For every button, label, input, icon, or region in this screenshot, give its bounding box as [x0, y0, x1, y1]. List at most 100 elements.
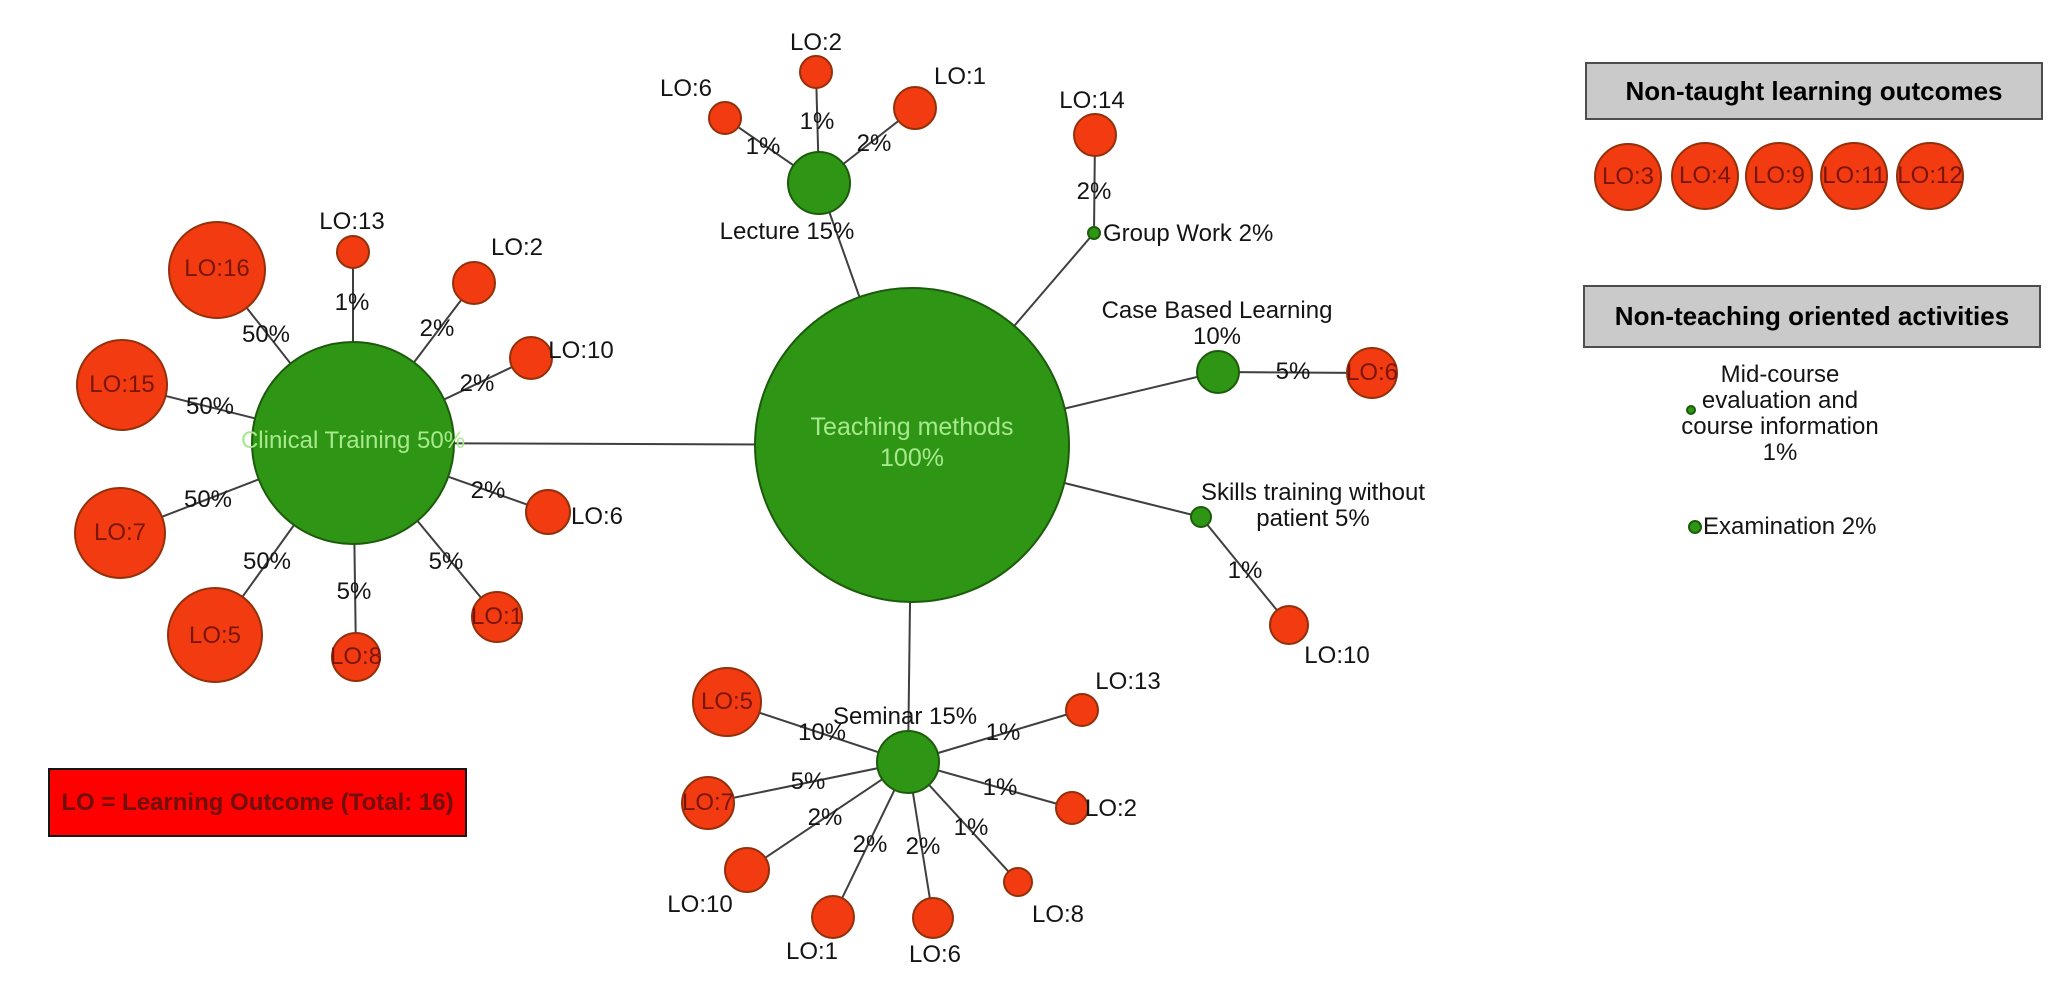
node-skills-training: [1190, 506, 1212, 528]
lo-label-seminar-1: LO:1: [785, 938, 839, 965]
edge-skills-lo10: [1200, 516, 1290, 626]
lo-note-box: LO = Learning Outcome (Total: 16): [48, 768, 467, 837]
edge-pct-seminar-lo7: 5%: [790, 768, 826, 795]
lo-node-clinical-2: [452, 261, 496, 305]
edge-pct-seminar-lo8: 1%: [953, 814, 989, 841]
edge-pct-seminar-lo2: 1%: [982, 774, 1018, 801]
lo-node-legend-9: [1745, 142, 1813, 210]
node-case-based-learning: [1196, 350, 1240, 394]
mid-course-label-line4: 1%: [1762, 439, 1798, 466]
lo-label-clinical-13: LO:13: [319, 208, 385, 235]
edge-seminar-lo7: [707, 761, 909, 804]
lo-node-clinical-8: [331, 632, 381, 682]
examination-label: Examination 2%: [1703, 513, 1877, 540]
teaching-methods-label-line2: 100%: [880, 444, 944, 472]
lo-label-seminar-2: LO:2: [1084, 795, 1138, 822]
lo-node-seminar-2: [1055, 791, 1089, 825]
lo-label-seminar-13: LO:13: [1095, 668, 1161, 695]
edge-pct-lecture-lo6: 1%: [745, 133, 781, 160]
lo-label-seminar-5: LO:5: [700, 688, 754, 715]
lo-node-legend-4: [1671, 142, 1739, 210]
edge-pct-clinical-lo10: 2%: [459, 370, 495, 397]
skills-training-label-line2: patient 5%: [1256, 505, 1370, 532]
lo-label-cbl-6: LO:6: [1345, 359, 1399, 386]
skills-training-label-line1: Skills training without: [1200, 479, 1426, 506]
edge-pct-clinical-lo2: 2%: [419, 315, 455, 342]
non-taught-panel-title: Non-taught learning outcomes: [1625, 75, 2003, 106]
lo-node-legend-12: [1896, 142, 1964, 210]
lo-label-legend-12: LO:12: [1897, 162, 1963, 189]
lo-label-clinical-16: LO:16: [184, 255, 250, 282]
mid-course-label-line3: course information: [1681, 413, 1879, 440]
lo-label-lecture-6: LO:6: [659, 75, 713, 102]
lo-node-clinical-16: [168, 221, 266, 319]
lo-node-seminar-1: [811, 895, 855, 939]
edge-pct-seminar-lo13: 1%: [985, 719, 1021, 746]
lo-node-seminar-10: [724, 847, 770, 893]
lo-label-clinical-5: LO:5: [188, 622, 242, 649]
edge-pct-clinical-lo8: 5%: [336, 578, 372, 605]
edge-pct-skills-lo10: 1%: [1227, 557, 1263, 584]
lo-node-clinical-10: [509, 336, 553, 380]
lo-node-groupwork-14: [1073, 113, 1117, 157]
lo-label-clinical-6: LO:6: [570, 503, 624, 530]
non-teaching-panel: Non-teaching oriented activities: [1583, 285, 2041, 348]
lo-node-seminar-8: [1003, 867, 1033, 897]
edge-pct-clinical-lo13: 1%: [334, 289, 370, 316]
lo-node-legend-3: [1594, 143, 1662, 211]
lo-label-lecture-2: LO:2: [789, 29, 843, 56]
lo-node-seminar-13: [1065, 693, 1099, 727]
edge-pct-seminar-lo5: 10%: [797, 719, 847, 746]
lo-label-clinical-10: LO:10: [548, 337, 614, 364]
lo-node-lecture-1: [893, 86, 937, 130]
lo-label-skills-10: LO:10: [1304, 642, 1370, 669]
lo-node-clinical-13: [336, 235, 370, 269]
case-based-learning-label-line1: Case Based Learning: [1101, 297, 1333, 324]
lo-label-legend-4: LO:4: [1678, 162, 1732, 189]
lo-label-clinical-7: LO:7: [93, 519, 147, 546]
lo-note-text: LO = Learning Outcome (Total: 16): [61, 788, 454, 816]
lo-node-clinical-1: [471, 591, 523, 643]
lo-node-seminar-6: [912, 897, 954, 939]
lo-node-clinical-15: [76, 339, 168, 431]
lo-label-seminar-6: LO:6: [908, 941, 962, 968]
lo-label-legend-11: LO:11: [1822, 162, 1886, 189]
edge-pct-clinical-lo15: 50%: [185, 393, 235, 420]
lo-label-seminar-7: LO:7: [681, 789, 735, 816]
lo-node-seminar-7: [681, 776, 735, 830]
seminar-label: Seminar 15%: [832, 703, 978, 730]
lo-label-seminar-10: LO:10: [667, 891, 733, 918]
non-taught-panel: Non-taught learning outcomes: [1585, 62, 2043, 120]
edge-pct-clinical-lo6: 2%: [470, 477, 506, 504]
lo-node-cbl-6: [1346, 347, 1398, 399]
lo-label-clinical-8: LO:8: [329, 643, 383, 670]
lo-node-clinical-7: [74, 487, 166, 579]
edge-pct-cbl-lo6: 5%: [1275, 358, 1311, 385]
skills-training-label: Skills training without patient 5%: [1201, 480, 1425, 532]
case-based-learning-label: Case Based Learning 10%: [1102, 298, 1333, 350]
lo-node-skills-10: [1269, 605, 1309, 645]
node-seminar: [876, 730, 940, 794]
edge-pct-groupwork-lo14: 2%: [1076, 178, 1112, 205]
edge-pct-seminar-lo6: 2%: [905, 833, 941, 860]
lo-label-clinical-1: LO:1: [470, 603, 524, 630]
edge-pct-clinical-lo1: 5%: [428, 548, 464, 575]
lo-label-clinical-15: LO:15: [89, 371, 155, 398]
lo-label-legend-3: LO:3: [1601, 163, 1655, 190]
case-based-learning-label-line2: 10%: [1192, 323, 1242, 350]
mid-course-label: Mid-course evaluation and course informa…: [1681, 362, 1878, 466]
lo-node-seminar-5: [692, 667, 762, 737]
node-group-work: [1087, 226, 1101, 240]
edge-pct-seminar-lo10: 2%: [807, 804, 843, 831]
lecture-label: Lecture 15%: [719, 218, 855, 245]
node-lecture: [787, 151, 851, 215]
edge-pct-clinical-lo16: 50%: [241, 321, 291, 348]
lo-node-clinical-5: [167, 587, 263, 683]
mid-course-label-line1: Mid-course: [1720, 361, 1840, 388]
lo-node-clinical-6: [525, 489, 571, 535]
lo-node-lecture-2: [799, 55, 833, 89]
lo-label-lecture-1: LO:1: [933, 63, 987, 90]
non-teaching-panel-title: Non-teaching oriented activities: [1614, 301, 2010, 331]
